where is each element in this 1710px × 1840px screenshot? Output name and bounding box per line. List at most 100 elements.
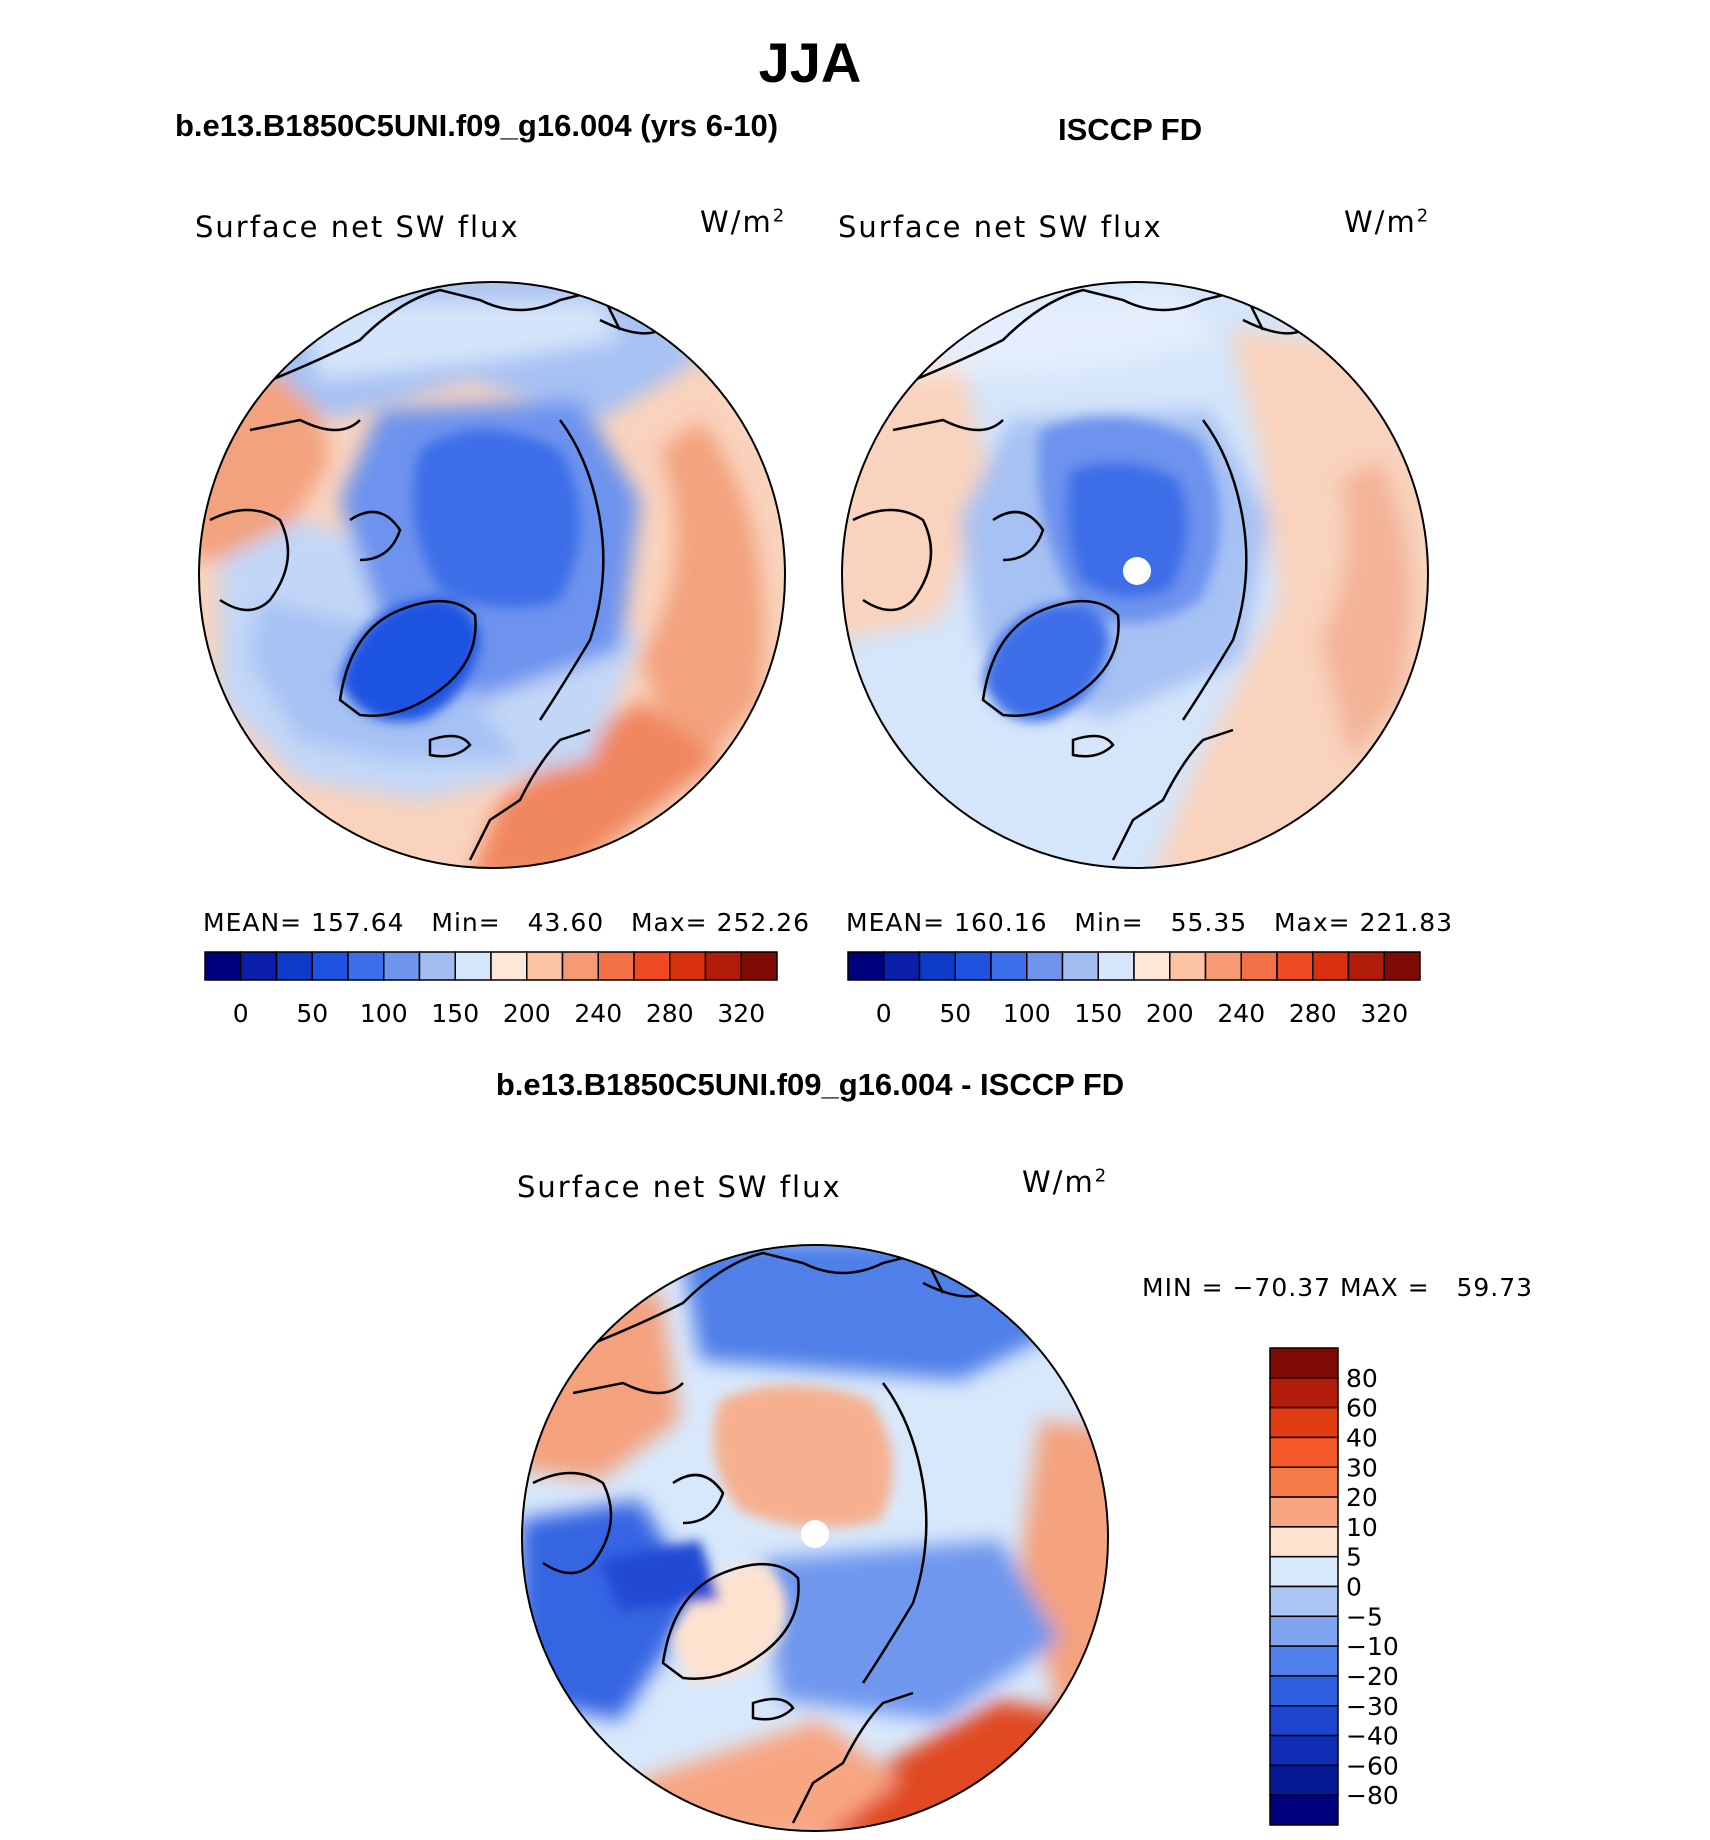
left-colorbar-tick-label: 240 (574, 999, 622, 1028)
difference-colorbar-swatch (1269, 1496, 1339, 1528)
difference-colorbar-swatch (1269, 1705, 1339, 1737)
difference-colorbar-swatch (1269, 1347, 1339, 1379)
difference-colorbar-swatch (1269, 1645, 1339, 1677)
left-colorbar: 0 50 100 150 200 240 280 320 (204, 951, 778, 1028)
right-colorbar-swatch (918, 951, 956, 981)
difference-colorbar-swatch (1269, 1555, 1339, 1588)
right-colorbar-swatch (1276, 951, 1314, 981)
right-colorbar: 0 50 100 150 200 240 280 320 (847, 951, 1421, 1028)
difference-colorbar-tick-label: 0 (1346, 1573, 1362, 1602)
right-min-value: 55.35 (1170, 908, 1248, 937)
right-colorbar-swatch (1347, 951, 1385, 981)
right-colorbar-swatch (883, 951, 921, 981)
difference-map (522, 1245, 1108, 1831)
left-colorbar-swatch (740, 951, 778, 981)
left-colorbar-tick-label: 50 (296, 999, 328, 1028)
right-colorbar-tick-label: 200 (1146, 999, 1194, 1028)
difference-colorbar-swatch (1269, 1794, 1339, 1826)
difference-minmax: MIN = −70.37 MAX = 59.73 (1142, 1273, 1534, 1302)
difference-colorbar-tick-label: −5 (1346, 1602, 1383, 1631)
figure-title: JJA (758, 31, 862, 94)
difference-colorbar-tick-label: −40 (1346, 1722, 1399, 1751)
left-colorbar-swatch (275, 951, 313, 981)
right-colorbar-tick-label: 150 (1074, 999, 1122, 1028)
difference-colorbar-swatch (1269, 1526, 1339, 1558)
right-colorbar-swatch (1204, 951, 1242, 981)
left-colorbar-swatch (490, 951, 528, 981)
difference-colorbar-tick-label: −80 (1346, 1781, 1399, 1810)
right-map-border (841, 281, 1429, 869)
difference-colorbar-swatch (1269, 1764, 1339, 1796)
left-colorbar-tick-label: 280 (646, 999, 694, 1028)
right-map (842, 282, 1428, 868)
difference-colorbar-swatch (1269, 1466, 1339, 1498)
right-colorbar-swatch (1133, 951, 1171, 981)
difference-colorbar-swatch (1269, 1406, 1339, 1439)
left-colorbar-swatch (597, 951, 635, 981)
right-colorbar-swatch (1240, 951, 1278, 981)
difference-panel-variable: Surface net SW flux (517, 1170, 842, 1204)
right-colorbar-tick-label: 240 (1217, 999, 1265, 1028)
difference-map-border (521, 1244, 1109, 1832)
right-colorbar-swatch (1061, 951, 1099, 981)
difference-colorbar-tick-label: −60 (1346, 1751, 1399, 1780)
difference-colorbar-swatch (1269, 1377, 1339, 1409)
right-panel-units: W/m2 (1344, 205, 1431, 239)
difference-colorbar-tick-label: 30 (1346, 1453, 1378, 1482)
left-colorbar-tick-label: 0 (233, 999, 249, 1028)
difference-colorbar-swatch (1269, 1585, 1339, 1618)
right-colorbar-swatch (1383, 951, 1421, 981)
left-panel-case-title: b.e13.B1850C5UNI.f09_g16.004 (yrs 6-10) (175, 108, 779, 143)
right-colorbar-swatch (1097, 951, 1135, 981)
left-map-coastlines (209, 288, 661, 861)
difference-panel-units: W/m2 (1022, 1165, 1109, 1199)
left-max-value: 252.26 (716, 908, 811, 937)
difference-map-coastlines (532, 1251, 984, 1824)
right-colorbar-swatch (990, 951, 1028, 981)
difference-colorbar-swatch (1269, 1615, 1339, 1647)
difference-colorbar-tick-label: 10 (1346, 1513, 1378, 1542)
right-colorbar-swatch (847, 951, 885, 981)
left-colorbar-tick-label: 200 (503, 999, 551, 1028)
left-colorbar-swatch (561, 951, 599, 981)
difference-colorbar-swatch (1269, 1734, 1339, 1767)
right-mean-value: 160.16 (954, 908, 1048, 937)
left-colorbar-swatch (669, 951, 707, 981)
right-colorbar-swatch (954, 951, 992, 981)
difference-panel-title: b.e13.B1850C5UNI.f09_g16.004 - ISCCP FD (495, 1067, 1125, 1102)
left-mean-value: 157.64 (311, 908, 405, 937)
right-colorbar-tick-label: 0 (876, 999, 892, 1028)
difference-colorbar-tick-label: 20 (1346, 1483, 1378, 1512)
left-panel-stats: MEAN= 157.64 Min= 43.60 Max= 252.26 (203, 908, 811, 937)
left-map (199, 282, 785, 868)
left-colorbar-swatch (454, 951, 492, 981)
difference-colorbar-tick-label: −30 (1346, 1692, 1399, 1721)
right-colorbar-swatch (1026, 951, 1064, 981)
left-colorbar-swatch (418, 951, 456, 981)
left-colorbar-swatch (383, 951, 421, 981)
difference-colorbar-swatch (1269, 1675, 1339, 1707)
left-colorbar-swatch (311, 951, 349, 981)
right-max-value: 221.83 (1359, 908, 1454, 937)
left-colorbar-tick-label: 150 (431, 999, 479, 1028)
left-colorbar-tick-label: 320 (717, 999, 765, 1028)
right-colorbar-swatch (1312, 951, 1350, 981)
right-colorbar-tick-label: 280 (1289, 999, 1337, 1028)
left-map-border (198, 281, 786, 869)
left-colorbar-tick-label: 100 (360, 999, 408, 1028)
difference-colorbar-tick-label: 80 (1346, 1364, 1378, 1393)
right-map-coastlines (852, 288, 1304, 861)
left-panel-variable: Surface net SW flux (195, 210, 520, 244)
difference-colorbar-tick-label: −10 (1346, 1632, 1399, 1661)
left-colorbar-swatch (526, 951, 564, 981)
left-colorbar-swatch (204, 951, 242, 981)
difference-colorbar-tick-label: −20 (1346, 1662, 1399, 1691)
right-colorbar-tick-label: 100 (1003, 999, 1051, 1028)
left-colorbar-swatch (633, 951, 671, 981)
right-colorbar-tick-label: 320 (1360, 999, 1408, 1028)
right-panel-stats: MEAN= 160.16 Min= 55.35 Max= 221.83 (846, 908, 1454, 937)
right-panel-case-title: ISCCP FD (1058, 112, 1203, 147)
left-colorbar-swatch (240, 951, 278, 981)
